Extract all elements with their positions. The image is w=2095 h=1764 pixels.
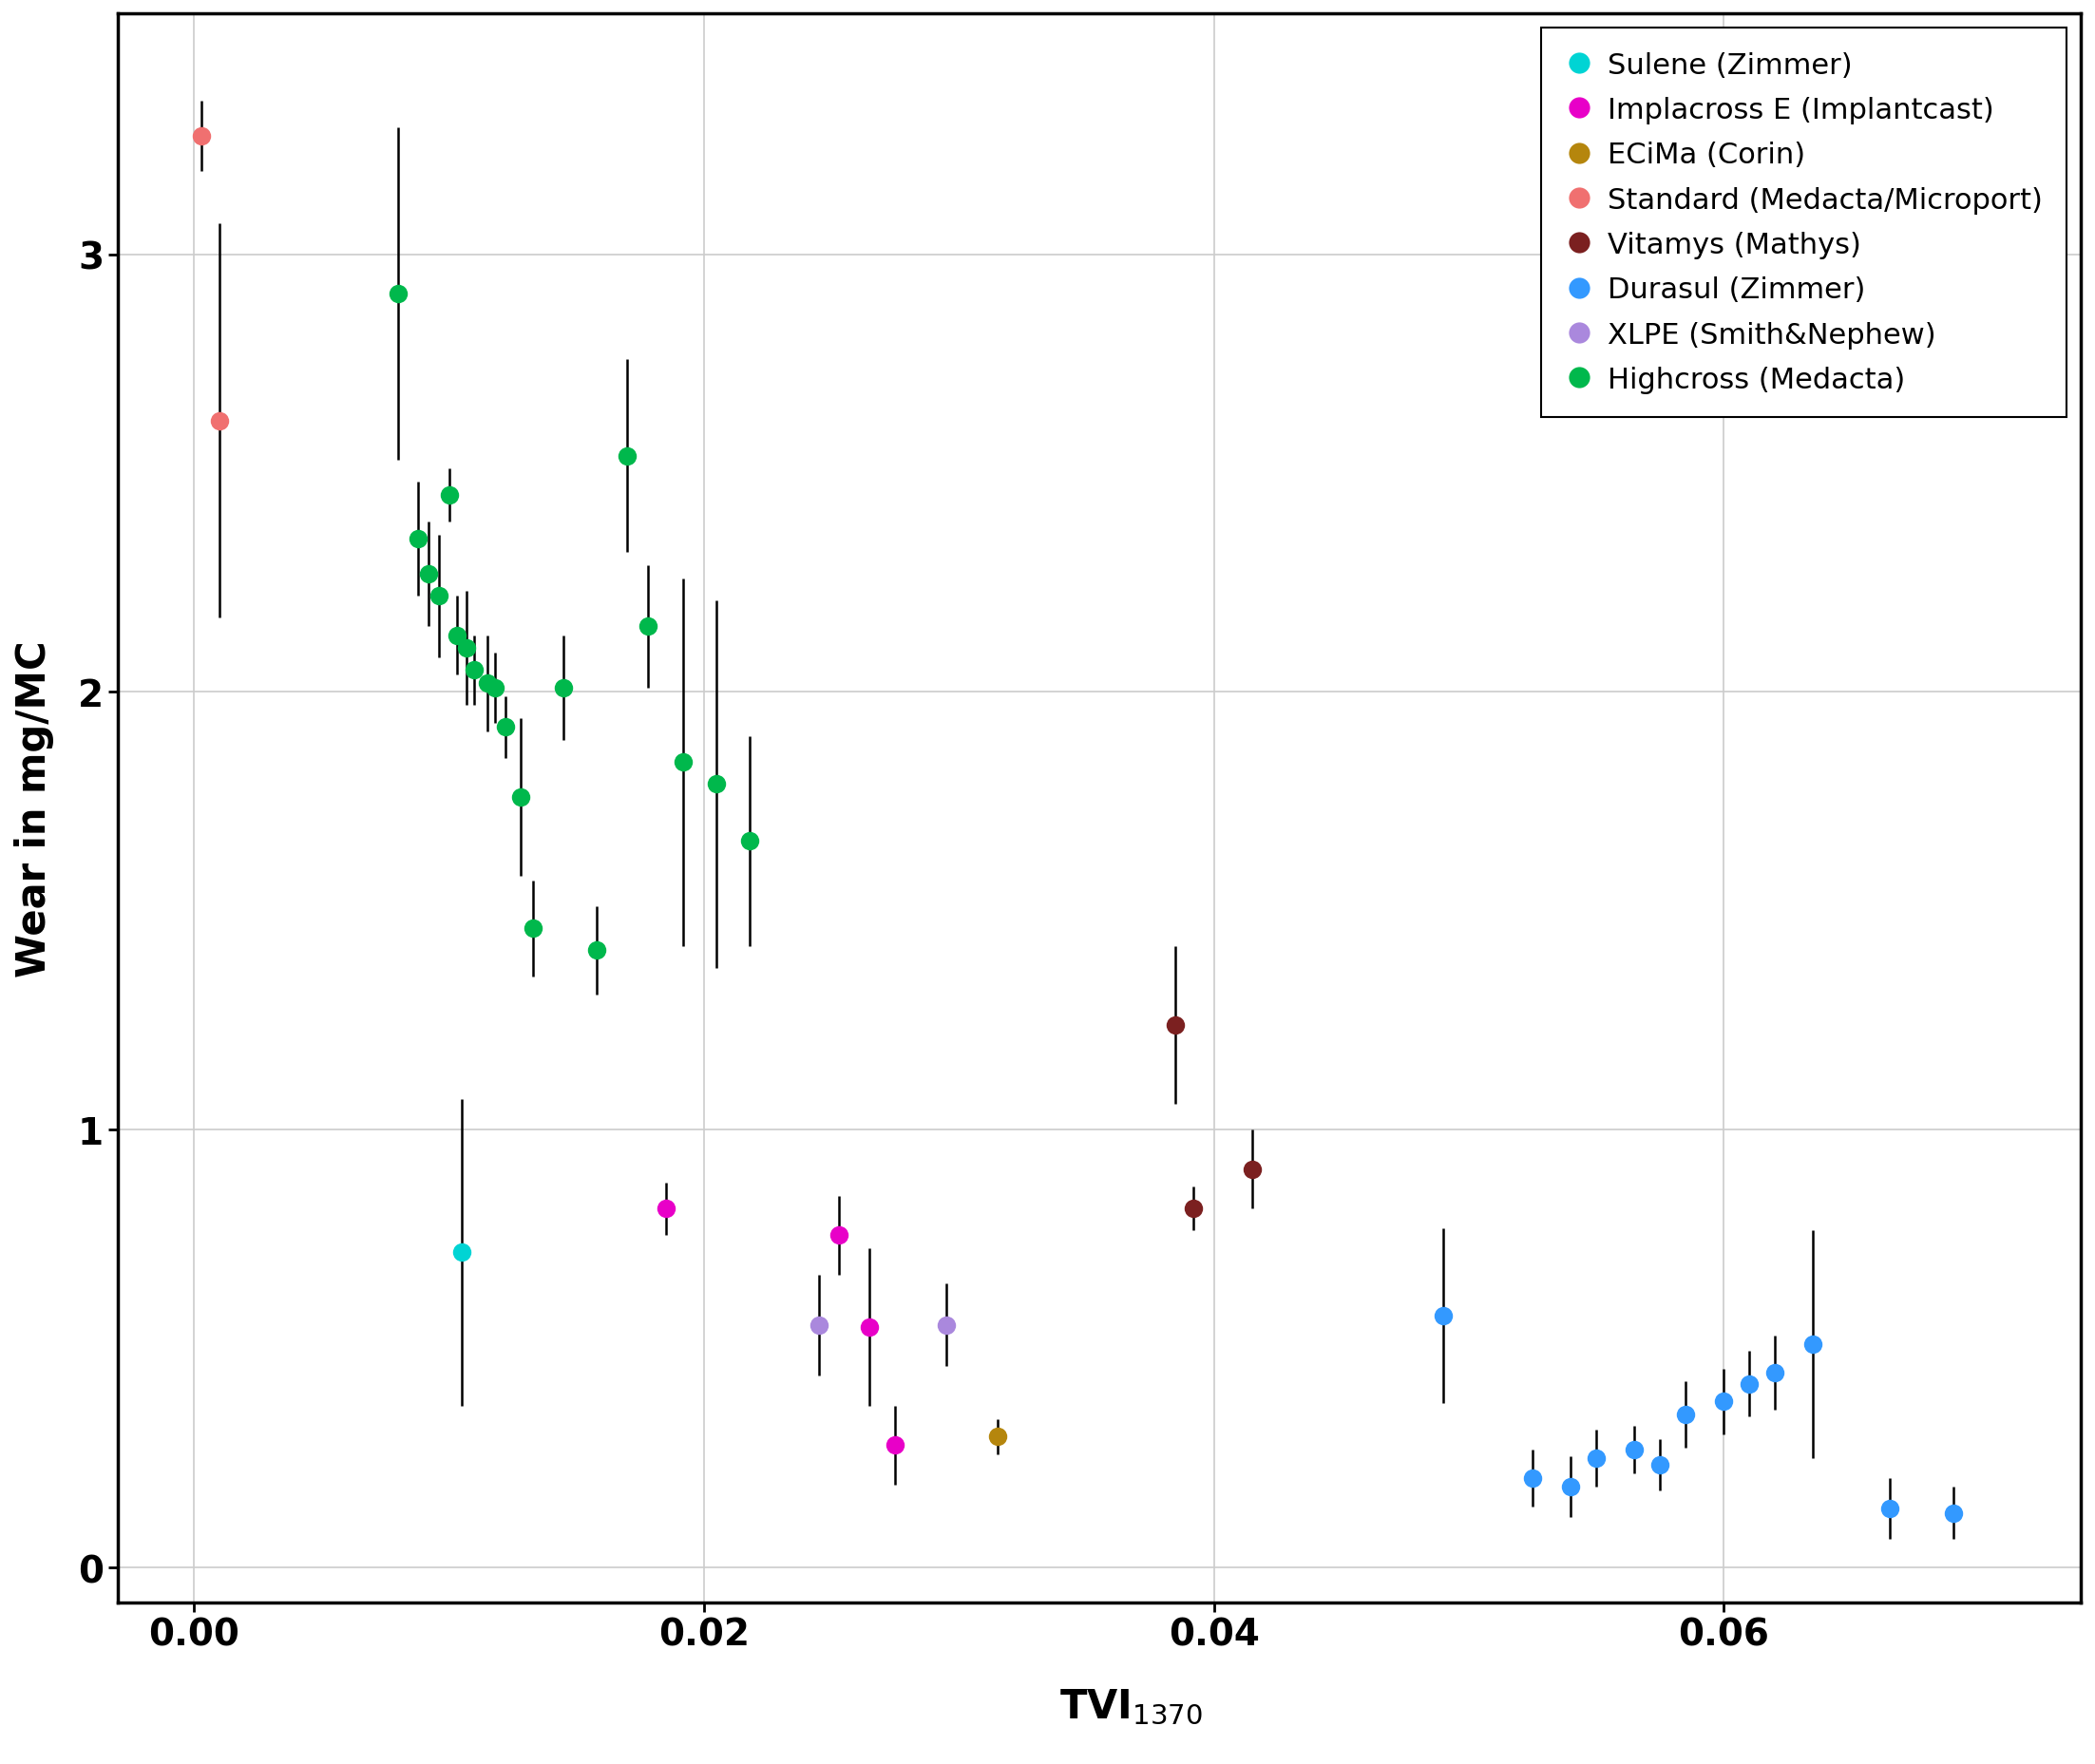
Text: TVI$_{1370}$: TVI$_{1370}$: [1060, 1686, 1203, 1725]
Y-axis label: Wear in mg/MC: Wear in mg/MC: [15, 640, 54, 977]
Legend: Sulene (Zimmer), Implacross E (Implantcast), ECiMa (Corin), Standard (Medacta/Mi: Sulene (Zimmer), Implacross E (Implantca…: [1542, 28, 2066, 418]
